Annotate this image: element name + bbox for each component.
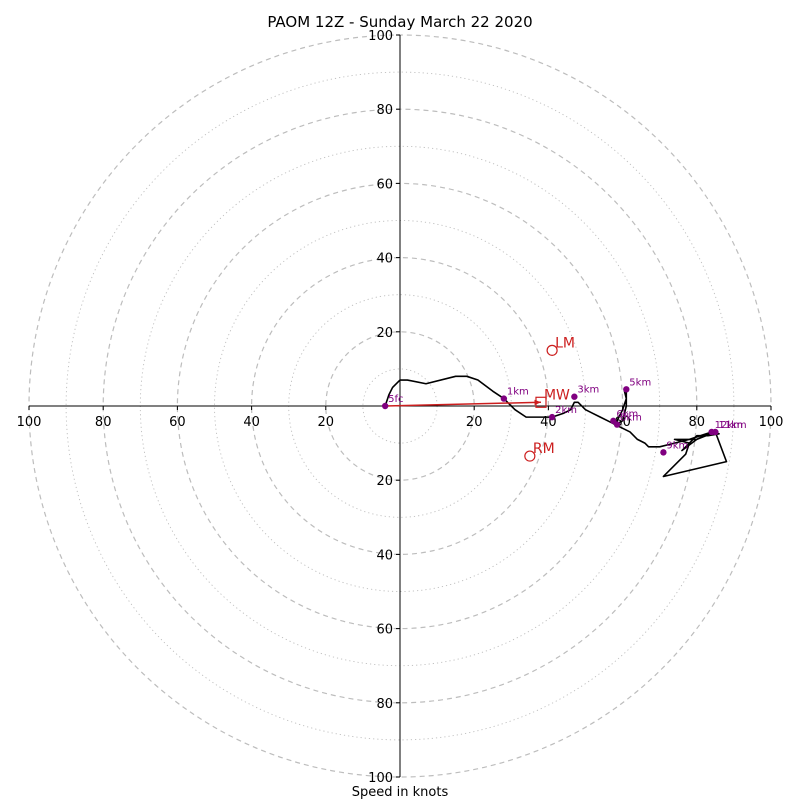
height-marker-label: 2km — [555, 405, 577, 416]
hodograph-line — [384, 375, 728, 478]
height-marker-label: 11km — [718, 420, 746, 431]
x-tick-label: 60 — [169, 415, 186, 430]
y-tick-label: 40 — [376, 548, 393, 563]
x-tick-label: 20 — [318, 415, 335, 430]
height-marker — [571, 393, 578, 400]
storm-motion-marker — [546, 344, 558, 356]
x-tick-label: 80 — [689, 415, 706, 430]
chart-title: PAOM 12Z - Sunday March 22 2020 — [267, 13, 532, 31]
x-tick-label: 40 — [243, 415, 260, 430]
height-marker-label: 5km — [629, 377, 651, 388]
hodograph-trace — [384, 375, 728, 478]
height-marker-label: 9km — [666, 440, 688, 451]
height-marker-label: 1km — [507, 387, 529, 398]
height-marker — [623, 386, 630, 393]
shear-vector — [385, 401, 541, 407]
x-tick-label: 80 — [95, 415, 112, 430]
y-tick-label: 20 — [376, 474, 393, 489]
x-tick-label: 100 — [759, 415, 784, 430]
storm-motion-markers: LM MW RM — [385, 335, 575, 462]
height-marker — [660, 449, 667, 456]
y-tick-label: 20 — [376, 326, 393, 341]
height-marker-label: 3km — [577, 385, 599, 396]
y-tick-label: 60 — [376, 177, 393, 192]
tick-labels: 100 80 60 40 20 20 40 60 80 100100806040202040608… — [17, 29, 784, 786]
x-axis-label: Speed in knots — [352, 785, 449, 800]
y-tick-label: 40 — [376, 252, 393, 267]
storm-motion-label: MW — [544, 387, 570, 403]
y-tick-label: 80 — [376, 697, 393, 712]
x-tick-label: 20 — [466, 415, 483, 430]
height-marker-label: 12km — [715, 420, 743, 431]
y-tick-label: 80 — [376, 103, 393, 118]
y-tick-label: 100 — [368, 29, 393, 44]
height-marker-label: 6km — [616, 409, 638, 420]
height-marker — [548, 413, 556, 421]
storm-motion-marker — [524, 450, 536, 462]
height-marker-label: 8km — [620, 413, 642, 424]
height-marker-label: 5fc — [388, 394, 403, 405]
height-marker — [613, 421, 621, 428]
storm-motion-label: LM — [555, 335, 575, 351]
storm-motion-marker — [535, 396, 547, 408]
storm-motion-label: RM — [533, 441, 555, 457]
x-tick-label: 100 — [17, 415, 42, 430]
height-marker — [500, 395, 508, 402]
height-marker — [712, 428, 719, 436]
height-marker — [381, 402, 389, 410]
y-tick-label: 60 — [376, 623, 393, 638]
y-tick-label: 100 — [368, 771, 393, 786]
